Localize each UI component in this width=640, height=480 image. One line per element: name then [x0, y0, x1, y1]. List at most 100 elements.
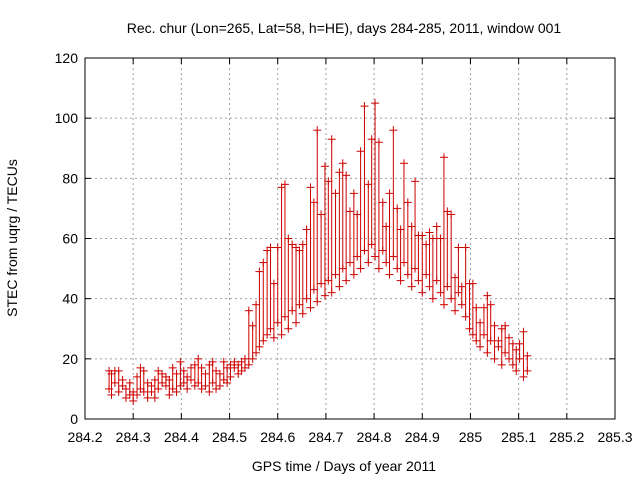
- x-tick-label: 285.3: [597, 429, 632, 445]
- data-point: [494, 336, 503, 351]
- data-point: [447, 210, 456, 303]
- data-point: [324, 177, 333, 285]
- data-point: [298, 240, 307, 318]
- data-point: [454, 243, 463, 297]
- data-point: [129, 387, 138, 405]
- data-point: [443, 207, 452, 291]
- data-point: [313, 126, 322, 306]
- data-point: [212, 366, 221, 393]
- data-point: [385, 189, 394, 279]
- data-point: [240, 354, 249, 372]
- data-point: [512, 345, 521, 375]
- data-point: [472, 303, 481, 345]
- data-point: [479, 303, 488, 339]
- y-tick-label: 120: [55, 50, 79, 66]
- data-point: [121, 384, 130, 402]
- data-point: [143, 378, 152, 402]
- data-point: [353, 210, 362, 261]
- data-point: [208, 357, 217, 387]
- data-point: [407, 222, 416, 291]
- data-point: [436, 234, 445, 297]
- data-point: [418, 231, 427, 297]
- data-point: [451, 273, 460, 315]
- data-point: [161, 372, 170, 390]
- y-tick-label: 100: [55, 110, 79, 126]
- x-axis-label: GPS time / Days of year 2011: [252, 458, 436, 474]
- data-point: [317, 210, 326, 288]
- data-point: [432, 222, 441, 285]
- data-point: [367, 135, 376, 249]
- data-point: [465, 279, 474, 333]
- data-point: [266, 243, 275, 333]
- data-point: [349, 189, 358, 279]
- data-point: [165, 375, 174, 399]
- data-point: [439, 153, 448, 309]
- data-point: [461, 243, 470, 321]
- data-point: [523, 351, 532, 375]
- data-point: [269, 279, 278, 342]
- y-tick-label: 60: [62, 231, 78, 247]
- data-point: [114, 366, 123, 396]
- axis-ticks: 284.2 284.3 284.4 284.5 284.6 284.7 284.8 284.9…: [55, 50, 633, 445]
- data-point: [248, 321, 257, 363]
- data-point: [133, 372, 142, 399]
- data-point: [136, 363, 145, 393]
- data-point: [422, 240, 431, 279]
- data-point: [309, 198, 318, 294]
- y-tick-label: 0: [70, 411, 78, 427]
- data-point: [158, 369, 167, 387]
- data-point: [338, 159, 347, 273]
- data-point: [505, 333, 513, 363]
- data-point: [154, 366, 163, 393]
- data-point: [382, 222, 391, 267]
- data-point: [483, 291, 492, 357]
- x-tick-label: 284.7: [308, 429, 343, 445]
- data-point: [255, 267, 264, 351]
- data-point: [280, 180, 289, 321]
- data-point: [183, 372, 192, 393]
- x-tick-label: 284.8: [357, 429, 392, 445]
- data-point: [457, 282, 466, 309]
- y-tick-label: 20: [62, 351, 78, 367]
- data-point: [411, 177, 420, 273]
- x-tick-label: 284.5: [212, 429, 247, 445]
- data-point: [295, 246, 304, 309]
- data-point: [288, 240, 297, 315]
- data-point: [374, 138, 383, 273]
- data-point: [468, 279, 477, 339]
- data-point: [277, 183, 286, 339]
- data-point: [335, 168, 344, 291]
- data-point: [194, 354, 203, 387]
- data-point: [320, 162, 329, 300]
- data-point: [306, 183, 315, 312]
- data-point: [389, 126, 398, 261]
- y-tick-label: 40: [62, 291, 78, 307]
- data-point: [187, 363, 195, 384]
- data-point: [342, 171, 351, 285]
- data-point: [346, 207, 354, 267]
- data-point: [364, 180, 373, 267]
- data-point: [219, 357, 228, 384]
- data-point: [515, 339, 524, 363]
- data-point: [403, 198, 412, 279]
- y-tick-label: 80: [62, 170, 78, 186]
- data-point: [168, 363, 177, 393]
- data-point: [302, 225, 311, 303]
- data-point: [190, 360, 199, 390]
- data-point: [201, 369, 210, 390]
- data-point: [371, 99, 380, 261]
- data-point: [118, 375, 127, 390]
- data-point: [226, 360, 235, 381]
- data-point: [147, 381, 156, 396]
- data-point: [327, 135, 336, 297]
- data-point: [428, 234, 437, 303]
- data-point: [476, 318, 485, 351]
- data-point: [519, 327, 528, 381]
- data-point: [237, 357, 246, 375]
- data-point: [486, 300, 495, 345]
- data-point: [497, 324, 506, 369]
- data-point: [259, 258, 268, 345]
- data-point: [244, 306, 253, 369]
